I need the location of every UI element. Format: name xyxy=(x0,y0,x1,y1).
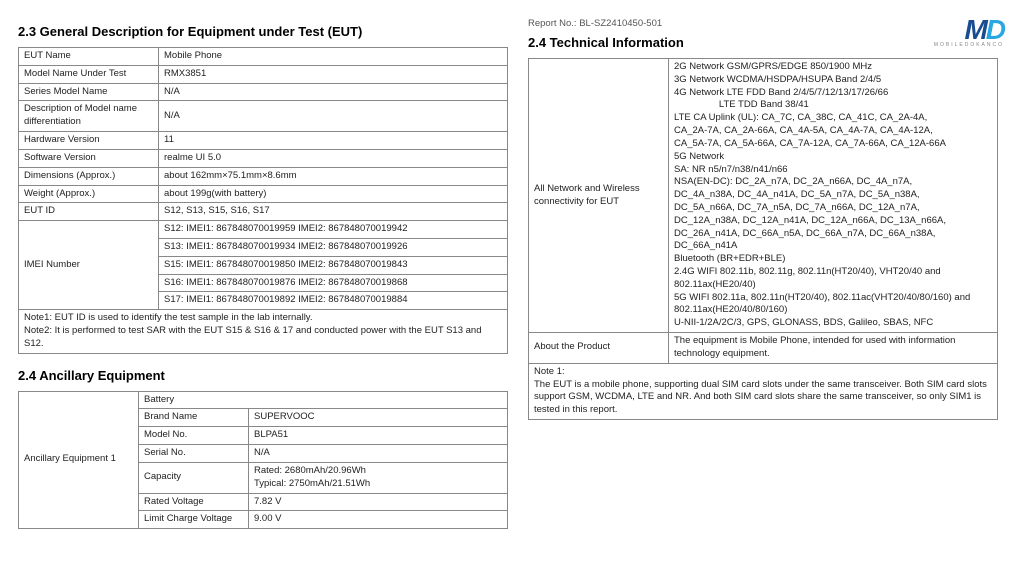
eut-note1: Note1: EUT ID is used to identify the te… xyxy=(19,310,508,353)
ancillary-field-label: Rated Voltage xyxy=(139,493,249,511)
ancillary-field-label: Serial No. xyxy=(139,445,249,463)
eut-field-value: realme UI 5.0 xyxy=(159,149,508,167)
eut-field-label: EUT Name xyxy=(19,48,159,66)
eut-field-label: Weight (Approx.) xyxy=(19,185,159,203)
imei-row: S15: IMEI1: 867848070019850 IMEI2: 86784… xyxy=(159,256,508,274)
tech-note-title: Note 1: xyxy=(534,366,992,379)
network-value: 2G Network GSM/GPRS/EDGE 850/1900 MHz3G … xyxy=(669,59,998,333)
ancillary-table: Ancillary Equipment 1 Battery Brand Name… xyxy=(18,391,508,530)
about-label: About the Product xyxy=(529,333,669,364)
ancillary-field-label: Capacity xyxy=(139,462,249,493)
ancillary-field-value: N/A xyxy=(249,445,508,463)
eut-field-value: N/A xyxy=(159,101,508,132)
eut-field-label: Software Version xyxy=(19,149,159,167)
eut-note1-text: Note1: EUT ID is used to identify the te… xyxy=(24,312,502,325)
eut-field-label: Description of Model name differentiatio… xyxy=(19,101,159,132)
eut-field-label: EUT ID xyxy=(19,203,159,221)
eut-field-label: Hardware Version xyxy=(19,132,159,150)
right-column: Report No.: BL-SZ2410450-501 2.4 Technic… xyxy=(528,18,998,529)
ancillary-label: Ancillary Equipment 1 xyxy=(19,391,139,529)
eut-field-value: Mobile Phone xyxy=(159,48,508,66)
tech-note: Note 1: The EUT is a mobile phone, suppo… xyxy=(529,363,998,419)
ancillary-field-label: Limit Charge Voltage xyxy=(139,511,249,529)
ancillary-field-value: 7.82 V xyxy=(249,493,508,511)
imei-label: IMEI Number xyxy=(19,221,159,310)
section-23-title: 2.3 General Description for Equipment un… xyxy=(18,24,508,39)
technical-table: All Network and Wireless connectivity fo… xyxy=(528,58,998,420)
eut-field-value: RMX3851 xyxy=(159,65,508,83)
ancillary-field-label: Brand Name xyxy=(139,409,249,427)
eut-note2-text: Note2: It is performed to test SAR with … xyxy=(24,325,502,351)
logo-letter-d: D xyxy=(986,14,1004,45)
eut-field-label: Model Name Under Test xyxy=(19,65,159,83)
eut-field-value: N/A xyxy=(159,83,508,101)
ancillary-battery-header: Battery xyxy=(139,391,508,409)
eut-field-value: about 199g(with battery) xyxy=(159,185,508,203)
section-24a-title: 2.4 Ancillary Equipment xyxy=(18,368,508,383)
ancillary-field-value: 9.00 V xyxy=(249,511,508,529)
eut-field-value: 11 xyxy=(159,132,508,150)
ancillary-field-value: BLPA51 xyxy=(249,427,508,445)
eut-table: EUT NameMobile PhoneModel Name Under Tes… xyxy=(18,47,508,354)
eut-field-label: Dimensions (Approx.) xyxy=(19,167,159,185)
logo-letter-m: M xyxy=(964,14,985,45)
about-value: The equipment is Mobile Phone, intended … xyxy=(669,333,998,364)
tech-note-body: The EUT is a mobile phone, supporting du… xyxy=(534,379,992,417)
left-column: 2.3 General Description for Equipment un… xyxy=(18,18,508,529)
eut-field-value: about 162mm×75.1mm×8.6mm xyxy=(159,167,508,185)
page: 2.3 General Description for Equipment un… xyxy=(0,0,1024,547)
ancillary-field-value: Rated: 2680mAh/20.96WhTypical: 2750mAh/2… xyxy=(249,462,508,493)
imei-row: S17: IMEI1: 867848070019892 IMEI2: 86784… xyxy=(159,292,508,310)
imei-row: S13: IMEI1: 867848070019934 IMEI2: 86784… xyxy=(159,238,508,256)
ancillary-field-value: SUPERVOOC xyxy=(249,409,508,427)
network-label: All Network and Wireless connectivity fo… xyxy=(529,59,669,333)
brand-logo-subtitle: MOBILEDOKANCO xyxy=(934,42,1004,48)
imei-row: S16: IMEI1: 867848070019876 IMEI2: 86784… xyxy=(159,274,508,292)
imei-row: S12: IMEI1: 867848070019959 IMEI2: 86784… xyxy=(159,221,508,239)
eut-field-value: S12, S13, S15, S16, S17 xyxy=(159,203,508,221)
ancillary-field-label: Model No. xyxy=(139,427,249,445)
section-24-title: 2.4 Technical Information xyxy=(528,35,998,50)
eut-field-label: Series Model Name xyxy=(19,83,159,101)
report-number: Report No.: BL-SZ2410450-501 xyxy=(528,18,998,29)
